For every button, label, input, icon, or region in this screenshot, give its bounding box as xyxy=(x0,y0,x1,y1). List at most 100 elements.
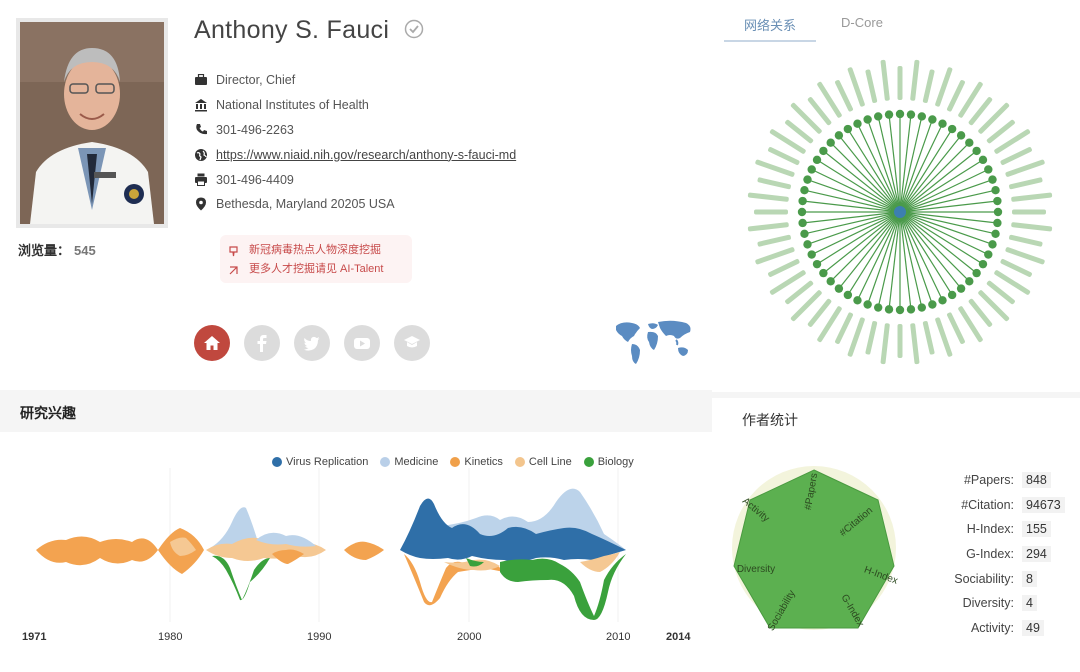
coauthor-node[interactable] xyxy=(798,196,807,206)
coauthor-name-label[interactable] xyxy=(790,102,823,135)
facebook-button[interactable] xyxy=(244,325,280,361)
coauthor-node[interactable] xyxy=(798,218,807,228)
stream-biology-1985[interactable] xyxy=(212,555,270,601)
coauthor-name-label[interactable] xyxy=(968,96,993,126)
coauthor-node[interactable] xyxy=(928,300,937,309)
coauthor-name-label[interactable] xyxy=(747,192,789,202)
coauthor-name-label[interactable] xyxy=(755,159,795,177)
coauthor-node[interactable] xyxy=(938,119,947,128)
coauthor-name-label[interactable] xyxy=(834,79,853,112)
coauthor-name-label[interactable] xyxy=(847,317,865,357)
coauthor-name-label[interactable] xyxy=(1005,247,1045,265)
coauthor-name-label[interactable] xyxy=(755,247,795,265)
world-map-icon[interactable] xyxy=(612,318,696,373)
coauthor-name-label[interactable] xyxy=(897,66,903,100)
coauthor-node[interactable] xyxy=(863,300,872,309)
coauthor-node[interactable] xyxy=(807,250,816,259)
coauthor-name-label[interactable] xyxy=(767,146,800,165)
legend-item-medicine[interactable]: Medicine xyxy=(380,456,438,468)
coauthor-name-label[interactable] xyxy=(807,96,832,126)
coauthor-node[interactable] xyxy=(984,165,993,174)
coauthor-node[interactable] xyxy=(873,303,883,312)
coauthor-node[interactable] xyxy=(988,175,997,184)
coauthor-node[interactable] xyxy=(884,305,894,314)
coauthor-node[interactable] xyxy=(984,250,993,259)
coauthor-name-label[interactable] xyxy=(946,312,965,345)
coauthor-name-label[interactable] xyxy=(769,128,806,154)
coauthor-node[interactable] xyxy=(928,115,937,124)
coauthor-name-label[interactable] xyxy=(880,59,890,101)
coauthor-node[interactable] xyxy=(895,305,905,315)
coauthor-name-label[interactable] xyxy=(897,324,903,358)
coauthor-name-label[interactable] xyxy=(1000,146,1033,165)
central-author-node[interactable] xyxy=(894,206,906,218)
coauthor-node[interactable] xyxy=(965,138,974,147)
twitter-button[interactable] xyxy=(294,325,330,361)
coauthor-name-label[interactable] xyxy=(865,69,878,103)
coauthor-node[interactable] xyxy=(947,290,957,300)
coauthor-node[interactable] xyxy=(906,110,916,119)
stream-medicine-1988[interactable] xyxy=(256,532,316,547)
coauthor-name-label[interactable] xyxy=(1000,258,1033,277)
tab-d-core[interactable]: D-Core xyxy=(841,15,883,30)
coauthor-node[interactable] xyxy=(843,290,853,300)
coauthor-node[interactable] xyxy=(947,124,957,134)
coauthor-node[interactable] xyxy=(863,115,872,124)
coauthor-node[interactable] xyxy=(991,185,1000,195)
stream-virus-replication[interactable] xyxy=(400,498,626,562)
coauthor-node[interactable] xyxy=(819,146,828,156)
coauthor-node[interactable] xyxy=(917,303,927,312)
coauthor-node[interactable] xyxy=(917,112,927,121)
coauthor-node[interactable] xyxy=(800,229,809,239)
coauthor-node[interactable] xyxy=(843,124,853,134)
coauthor-node[interactable] xyxy=(938,296,947,305)
coauthor-name-label[interactable] xyxy=(1011,192,1053,202)
coauthor-name-label[interactable] xyxy=(910,59,920,101)
coauthor-node[interactable] xyxy=(800,185,809,195)
coauthor-name-label[interactable] xyxy=(986,119,1016,144)
coauthor-name-label[interactable] xyxy=(935,317,953,357)
coauthor-node[interactable] xyxy=(834,131,844,140)
coauthor-name-label[interactable] xyxy=(767,258,800,277)
coauthor-node[interactable] xyxy=(803,175,812,184)
coauthor-node[interactable] xyxy=(873,112,883,121)
coauthor-name-label[interactable] xyxy=(1012,209,1046,215)
coauthor-node[interactable] xyxy=(993,207,1003,217)
coauthor-node[interactable] xyxy=(956,131,966,140)
coauthor-name-label[interactable] xyxy=(986,280,1016,305)
ego-network-graph[interactable] xyxy=(732,44,1068,380)
coauthor-node[interactable] xyxy=(972,146,981,156)
coauthor-name-label[interactable] xyxy=(1009,234,1043,247)
coauthor-name-label[interactable] xyxy=(1011,222,1053,232)
legend-item-biology[interactable]: Biology xyxy=(583,456,634,468)
coauthor-node[interactable] xyxy=(906,305,916,314)
coauthor-node[interactable] xyxy=(826,138,835,147)
coauthor-name-label[interactable] xyxy=(769,269,806,295)
stream-kinetics-1993[interactable] xyxy=(344,541,384,560)
coauthor-node[interactable] xyxy=(988,240,997,249)
legend-item-virus-replication[interactable]: Virus Replication xyxy=(272,456,368,468)
coauthor-name-label[interactable] xyxy=(784,119,814,144)
coauthor-name-label[interactable] xyxy=(946,79,965,112)
coauthor-name-label[interactable] xyxy=(977,102,1010,135)
coauthor-node[interactable] xyxy=(803,240,812,249)
coauthor-name-label[interactable] xyxy=(994,269,1031,295)
coauthor-name-label[interactable] xyxy=(910,323,920,365)
legend-item-cell-line[interactable]: Cell Line xyxy=(514,456,572,468)
homepage-link[interactable]: https://www.niaid.nih.gov/research/antho… xyxy=(216,147,517,162)
coauthor-name-label[interactable] xyxy=(957,81,983,118)
coauthor-name-label[interactable] xyxy=(757,234,791,247)
coauthor-name-label[interactable] xyxy=(1009,177,1043,190)
coauthor-name-label[interactable] xyxy=(747,222,789,232)
coauthor-node[interactable] xyxy=(812,155,822,165)
notice-row-1[interactable]: 新冠病毒热点人物深度挖掘 xyxy=(228,241,404,260)
coauthor-node[interactable] xyxy=(812,259,822,269)
coauthor-node[interactable] xyxy=(797,207,807,217)
coauthor-node[interactable] xyxy=(993,196,1002,206)
scholar-button[interactable] xyxy=(394,325,430,361)
coauthor-node[interactable] xyxy=(807,165,816,174)
coauthor-node[interactable] xyxy=(991,229,1000,239)
notice-row-2[interactable]: 更多人才挖掘请见 AI-Talent xyxy=(228,260,404,279)
home-button[interactable] xyxy=(194,325,230,361)
coauthor-name-label[interactable] xyxy=(816,81,842,118)
